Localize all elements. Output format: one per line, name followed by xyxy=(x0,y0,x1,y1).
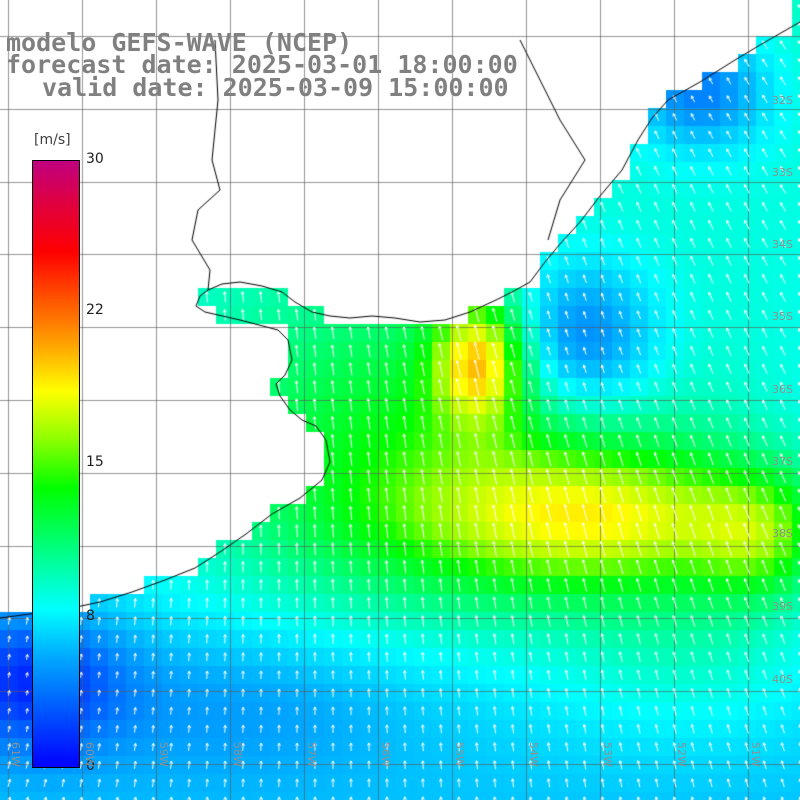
lat-label: 36S xyxy=(772,383,793,396)
lat-label: 38S xyxy=(772,527,793,540)
lon-label: 53W xyxy=(601,742,614,767)
title-model: modelo GEFS-WAVE (NCEP) xyxy=(6,28,353,57)
colorbar-tick-22: 22 xyxy=(86,302,104,318)
lon-label: 60W xyxy=(83,742,96,767)
lon-label: 51W xyxy=(749,742,762,767)
colorbar xyxy=(32,160,80,768)
lat-label: 37S xyxy=(772,455,793,468)
lon-label: 61W xyxy=(9,742,22,767)
colorbar-tick-15: 15 xyxy=(86,454,104,470)
lat-label: 40S xyxy=(772,673,793,686)
colorbar-tick-30: 30 xyxy=(86,151,104,167)
title-valid-date: valid date: 2025-03-09 15:00:00 xyxy=(42,73,509,102)
lat-label: 32S xyxy=(772,94,793,107)
lat-label: 35S xyxy=(772,310,793,323)
lon-label: 58W xyxy=(231,742,244,767)
lon-label: 54W xyxy=(527,742,540,767)
lon-label: 59W xyxy=(157,742,170,767)
lat-label: 39S xyxy=(772,600,793,613)
lon-label: 52W xyxy=(675,742,688,767)
lon-label: 56W xyxy=(379,742,392,767)
colorbar-tick-0: 0 xyxy=(86,758,95,774)
lat-label: 34S xyxy=(772,238,793,251)
title-forecast-date: forecast date: 2025-03-01 18:00:00 xyxy=(6,50,518,79)
colorbar-tick-8: 8 xyxy=(86,608,95,624)
colorbar-unit: [m/s] xyxy=(34,132,71,148)
lat-label: 33S xyxy=(772,166,793,179)
lon-label: 57W xyxy=(305,742,318,767)
lon-label: 55W xyxy=(453,742,466,767)
